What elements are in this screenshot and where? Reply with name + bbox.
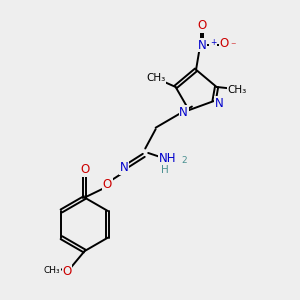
Text: O: O: [80, 164, 89, 176]
Text: ⁻: ⁻: [230, 41, 236, 51]
Text: +: +: [210, 38, 216, 47]
Text: O: O: [103, 178, 112, 191]
Text: O: O: [197, 19, 207, 32]
Text: N: N: [215, 97, 224, 110]
Text: CH₃: CH₃: [44, 266, 60, 275]
Text: 2: 2: [182, 156, 187, 165]
Text: CH₃: CH₃: [228, 85, 247, 95]
Text: N: N: [120, 161, 129, 174]
Text: H: H: [161, 165, 168, 175]
Text: CH₃: CH₃: [147, 73, 166, 83]
Text: O: O: [62, 265, 71, 278]
Text: N: N: [198, 39, 206, 52]
Text: N: N: [179, 106, 188, 119]
Text: NH: NH: [159, 152, 176, 165]
Text: O: O: [220, 37, 229, 50]
